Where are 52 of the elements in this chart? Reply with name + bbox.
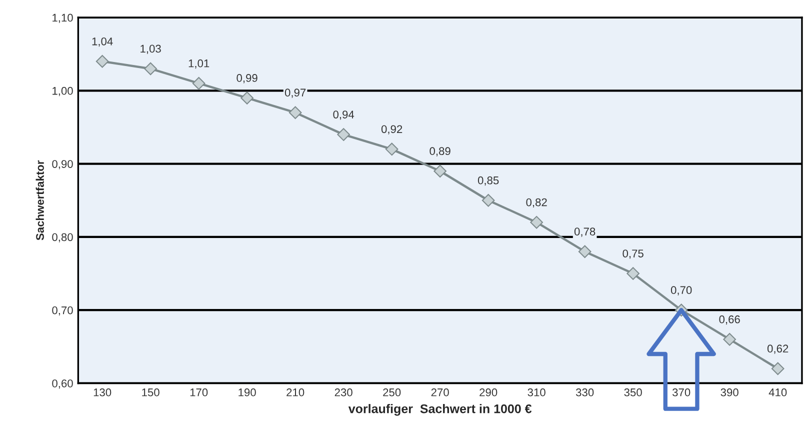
data-label: 0,82 — [526, 198, 547, 208]
x-axis-title: vorlaufiger Sachwert in 1000 € — [348, 404, 532, 416]
data-label: 0,75 — [622, 250, 644, 259]
x-tick-label: 290 — [480, 388, 498, 396]
point — [96, 54, 109, 68]
x-tick-label: 310 — [528, 388, 546, 396]
point — [482, 194, 495, 207]
x-tick-label: 330 — [576, 388, 594, 396]
x-tick-label: 190 — [238, 388, 256, 396]
point — [385, 142, 398, 156]
point — [530, 216, 543, 229]
y-tick-label: 0,80 — [52, 233, 73, 242]
y-axis-title: Sachwertfaktor — [36, 160, 44, 240]
data-label: 0,94 — [333, 110, 354, 120]
point — [288, 106, 302, 120]
point — [434, 164, 446, 178]
data-label: 0,89 — [430, 147, 450, 156]
y-tick-label: 0,60 — [52, 380, 73, 389]
y-tick-label: 0,70 — [52, 306, 73, 316]
point — [337, 128, 350, 141]
point — [578, 245, 592, 258]
x-tick-label: 230 — [334, 388, 352, 396]
x-tick-label: 270 — [431, 388, 449, 396]
x-tick-label: 250 — [383, 388, 401, 396]
x-tick-label: 410 — [768, 388, 787, 396]
data-label: 0,62 — [767, 344, 788, 354]
point — [626, 267, 640, 280]
point — [192, 76, 206, 90]
data-label: 0,85 — [478, 176, 499, 186]
y-tick-label: 0,90 — [52, 160, 73, 170]
data-label: 0,92 — [381, 125, 402, 134]
data-label: 0,78 — [574, 228, 596, 237]
x-tick-label: 210 — [286, 388, 304, 396]
point — [723, 332, 736, 346]
data-label: 1,04 — [92, 37, 113, 47]
point — [144, 62, 157, 76]
data-label: 1,03 — [140, 44, 161, 54]
x-tick-label: 390 — [720, 388, 738, 396]
data-label: 1,01 — [188, 59, 210, 69]
data-label: 0,97 — [284, 88, 306, 98]
x-tick-label: 350 — [624, 388, 642, 396]
x-tick-label: 170 — [190, 388, 208, 396]
y-tick-label: 1,10 — [52, 14, 73, 23]
x-tick-label: 130 — [94, 388, 112, 396]
y-tick-label: 1,00 — [52, 86, 73, 96]
point — [771, 362, 784, 376]
data-label: 0,99 — [236, 74, 258, 84]
data-label: 0,70 — [670, 286, 692, 296]
data-label: 0,66 — [719, 315, 740, 325]
point — [240, 92, 254, 104]
x-tick-label: 370 — [672, 388, 690, 396]
x-tick-label: 150 — [142, 388, 160, 396]
